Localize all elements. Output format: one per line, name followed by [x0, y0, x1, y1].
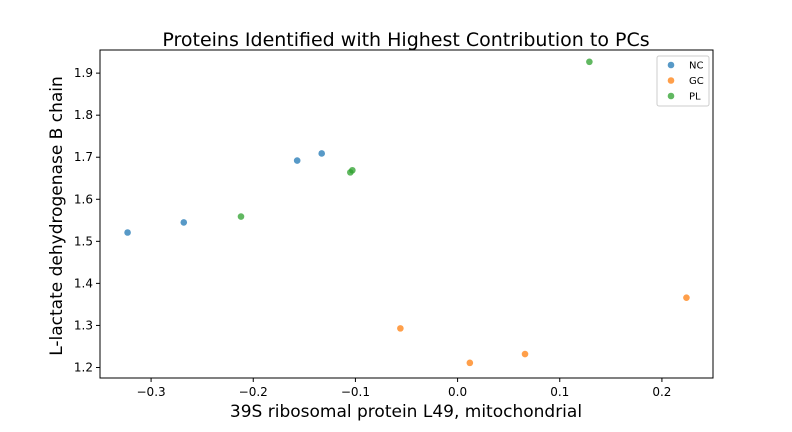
plot-frame [99, 49, 714, 379]
y-tick-label: 1.6 [74, 192, 93, 206]
x-axis-ticks: −0.3 −0.2 −0.1 0.0 0.1 0.2 [137, 378, 671, 399]
y-axis-ticks: 1.2 1.3 1.4 1.5 1.6 1.7 1.8 1.9 [74, 66, 100, 374]
data-point-gc [466, 359, 474, 367]
chart-title: Proteins Identified with Highest Contrib… [162, 29, 649, 51]
data-point-gc [397, 325, 404, 332]
data-point-pl [237, 213, 245, 220]
data-point-nc [180, 219, 188, 226]
data-point-gc [521, 350, 529, 358]
legend-marker-pl [667, 92, 675, 100]
x-tick-label: −0.3 [137, 385, 166, 399]
x-tick-label: 0.0 [448, 385, 467, 399]
data-point-nc [124, 229, 131, 236]
data-point-nc [293, 157, 301, 164]
data-points [124, 58, 690, 367]
legend-label-gc: GC [689, 76, 704, 87]
y-tick-label: 1.2 [74, 360, 93, 374]
x-tick-label: −0.1 [341, 385, 370, 399]
y-tick-label: 1.8 [74, 108, 93, 122]
legend-marker-gc [667, 77, 675, 84]
data-point-pl [586, 58, 593, 66]
x-tick-label: 0.1 [550, 385, 569, 399]
y-axis-label: L-lactate dehydrogenase B chain [47, 76, 67, 356]
legend-label-nc: NC [689, 61, 703, 72]
x-tick-label: −0.2 [239, 385, 268, 399]
data-point-nc [318, 150, 326, 157]
y-tick-label: 1.3 [74, 318, 93, 332]
x-tick-label: 0.2 [652, 385, 671, 399]
legend-label-pl: PL [689, 92, 701, 103]
data-point-gc [683, 294, 690, 301]
legend-marker-nc [667, 61, 675, 69]
y-tick-label: 1.9 [74, 66, 93, 80]
legend: NC GC PL [656, 55, 710, 107]
data-point-pl [349, 166, 356, 174]
y-tick-label: 1.7 [74, 150, 93, 164]
x-axis-label: 39S ribosomal protein L49, mitochondrial [230, 402, 582, 422]
y-tick-label: 1.4 [74, 276, 93, 290]
y-tick-label: 1.5 [74, 234, 93, 248]
